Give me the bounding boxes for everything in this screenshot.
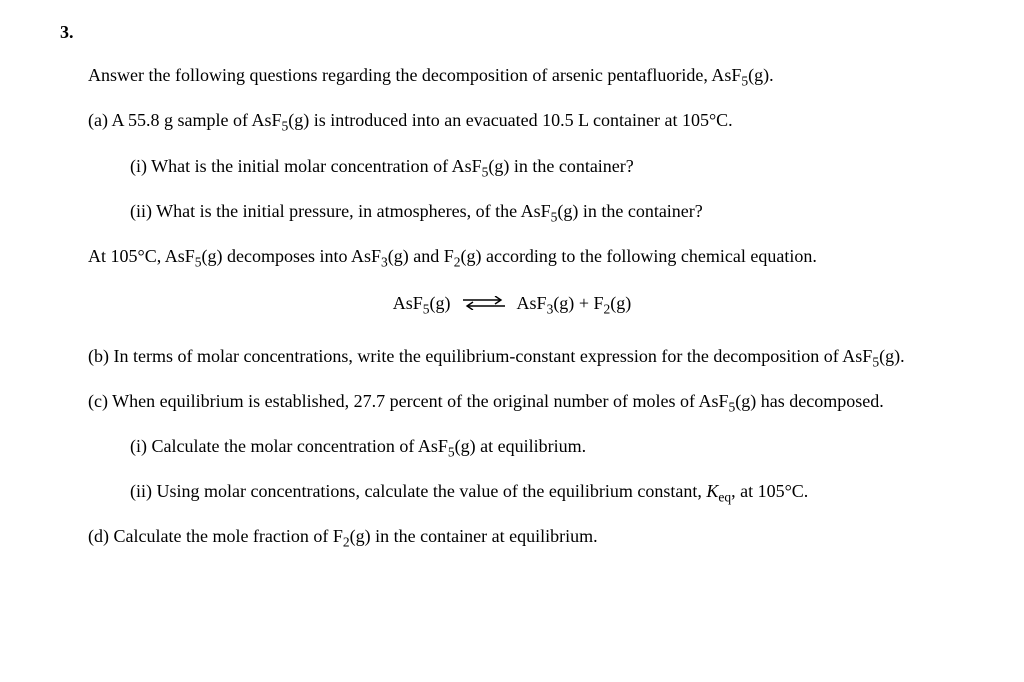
a-ii-text: (ii) What is the initial pressure, in at… — [130, 201, 551, 221]
c-i-suffix: (g) at equilibrium. — [455, 436, 586, 456]
chemical-equation: AsF5(g) AsF3(g) + F2(g) — [60, 291, 964, 317]
part-c: (c) When equilibrium is established, 27.… — [88, 389, 964, 414]
intro-text: Answer the following questions regarding… — [88, 65, 741, 85]
intro-state: (g). — [748, 65, 774, 85]
c-ii-ksub: eq — [718, 490, 731, 505]
d-text: (d) Calculate the mole fraction of F — [88, 526, 343, 546]
a-ii-suffix: (g) in the container? — [557, 201, 702, 221]
decomp-t3: (g) and F — [388, 246, 454, 266]
eq-r2-species: F — [593, 293, 603, 313]
c-text: (c) When equilibrium is established, 27.… — [88, 391, 729, 411]
c-suffix: (g) has decomposed. — [735, 391, 883, 411]
decomp-t4: (g) according to the following chemical … — [460, 246, 816, 266]
part-a-ii: (ii) What is the initial pressure, in at… — [130, 199, 964, 224]
equilibrium-arrow-icon — [461, 292, 507, 317]
eq-plus: + — [574, 293, 593, 313]
part-c-ii: (ii) Using molar concentrations, calcula… — [130, 479, 964, 504]
c-i-text: (i) Calculate the molar concentration of… — [130, 436, 448, 456]
question-page: 3. Answer the following questions regard… — [0, 0, 1024, 590]
question-intro: Answer the following questions regarding… — [88, 63, 964, 88]
decomp-s2: 3 — [381, 255, 388, 270]
eq-r1-species: AsF — [517, 293, 547, 313]
a-i-text: (i) What is the initial molar concentrat… — [130, 156, 482, 176]
part-a-suffix: (g) is introduced into an evacuated 10.5… — [288, 110, 732, 130]
decomp-t2: (g) decomposes into AsF — [201, 246, 381, 266]
a-i-suffix: (g) in the container? — [488, 156, 633, 176]
eq-left-species: AsF — [393, 293, 423, 313]
eq-left-sub: 5 — [423, 302, 430, 317]
part-d: (d) Calculate the mole fraction of F2(g)… — [88, 524, 964, 549]
eq-left-state: (g) — [430, 293, 451, 313]
part-a: (a) A 55.8 g sample of AsF5(g) is introd… — [88, 108, 964, 133]
d-suffix: (g) in the container at equilibrium. — [350, 526, 598, 546]
decomp-t1: At 105°C, AsF — [88, 246, 195, 266]
part-a-text: (a) A 55.8 g sample of AsF — [88, 110, 282, 130]
eq-r1-state: (g) — [553, 293, 574, 313]
decomposition-statement: At 105°C, AsF5(g) decomposes into AsF3(g… — [88, 244, 964, 269]
c-ii-k: K — [706, 481, 718, 501]
eq-r2-state: (g) — [610, 293, 631, 313]
c-ii-text: (ii) Using molar concentrations, calcula… — [130, 481, 706, 501]
d-sub: 2 — [343, 535, 350, 550]
c-i-sub: 5 — [448, 445, 455, 460]
part-a-i: (i) What is the initial molar concentrat… — [130, 154, 964, 179]
b-text: (b) In terms of molar concentrations, wr… — [88, 346, 872, 366]
question-number: 3. — [60, 20, 964, 45]
b-suffix: (g). — [879, 346, 905, 366]
c-ii-suffix: , at 105°C. — [731, 481, 808, 501]
part-b: (b) In terms of molar concentrations, wr… — [88, 344, 964, 369]
part-c-i: (i) Calculate the molar concentration of… — [130, 434, 964, 459]
